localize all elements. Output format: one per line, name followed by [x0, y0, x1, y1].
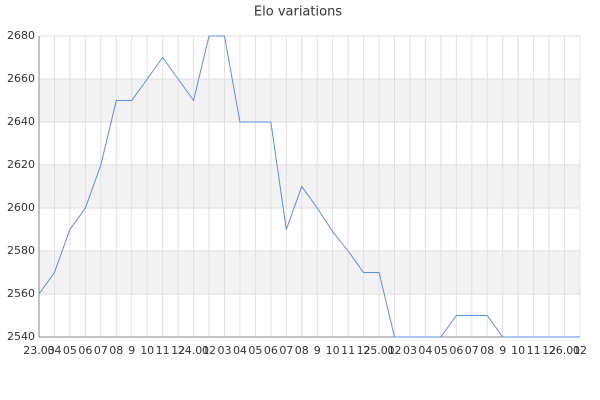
chart-title: Elo variations — [254, 5, 342, 20]
grid-band — [39, 251, 580, 294]
x-tick-label: 04 — [47, 344, 61, 357]
x-tick-label: 05 — [63, 344, 77, 357]
x-tick-label: 04 — [418, 344, 432, 357]
x-tick-label: 07 — [279, 344, 293, 357]
x-tick-label: 06 — [264, 344, 278, 357]
x-tick-label: 9 — [314, 344, 321, 357]
x-tick-label: 9 — [128, 344, 135, 357]
x-tick-label: 04 — [233, 344, 247, 357]
x-tick-label: 23.03 — [23, 344, 55, 357]
x-tick-label: 06 — [449, 344, 463, 357]
y-tick-label: 2640 — [7, 115, 35, 128]
y-tick-label: 2680 — [7, 29, 35, 42]
grid-band — [39, 165, 580, 208]
y-tick-label: 2660 — [7, 72, 35, 85]
x-tick-label: 05 — [248, 344, 262, 357]
x-tick-label: 11 — [156, 344, 170, 357]
x-tick-label: 05 — [434, 344, 448, 357]
x-tick-label: 08 — [295, 344, 309, 357]
y-tick-label: 2620 — [7, 158, 35, 171]
x-tick-label: 10 — [511, 344, 525, 357]
x-tick-label: 12 — [171, 344, 185, 357]
x-tick-label: 25.01 — [363, 344, 395, 357]
x-tick-label: 03 — [403, 344, 417, 357]
y-tick-label: 2560 — [7, 287, 35, 300]
x-tick-label: 10 — [140, 344, 154, 357]
x-tick-label: 07 — [94, 344, 108, 357]
x-tick-label: 11 — [341, 344, 355, 357]
x-tick-label: 10 — [326, 344, 340, 357]
x-tick-label: 9 — [499, 344, 506, 357]
x-tick-label: 02 — [573, 344, 587, 357]
x-tick-label: 12 — [357, 344, 371, 357]
x-tick-label: 26.01 — [549, 344, 581, 357]
x-tick-label: 11 — [527, 344, 541, 357]
y-tick-label: 2580 — [7, 244, 35, 257]
x-tick-label: 03 — [217, 344, 231, 357]
x-tick-label: 02 — [202, 344, 216, 357]
series-line — [38, 35, 580, 338]
y-tick-label: 2600 — [7, 201, 35, 214]
x-tick-label: 06 — [78, 344, 92, 357]
x-tick-label: 08 — [109, 344, 123, 357]
x-tick-label: 02 — [388, 344, 402, 357]
y-tick-label: 2540 — [7, 330, 35, 343]
x-tick-label: 08 — [480, 344, 494, 357]
x-tick-label: 24.01 — [178, 344, 210, 357]
x-tick-label: 07 — [465, 344, 479, 357]
x-tick-label: 12 — [542, 344, 556, 357]
